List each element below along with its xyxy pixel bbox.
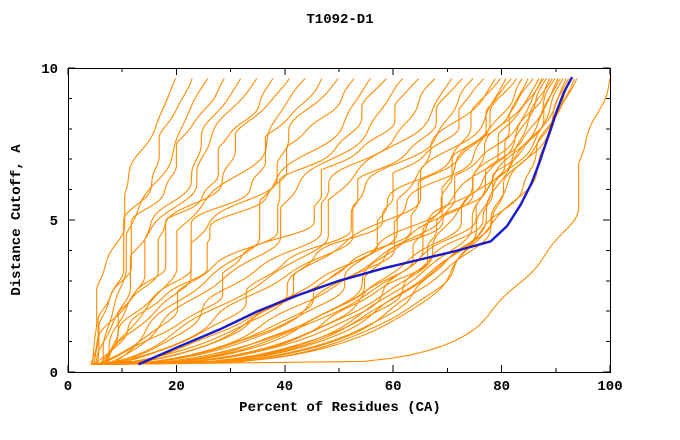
model-curve	[93, 78, 545, 365]
model-curve	[103, 78, 404, 365]
model-curve	[97, 78, 387, 365]
x-tick-label: 100	[597, 379, 622, 395]
model-curve	[99, 78, 518, 365]
model-curve	[98, 78, 453, 365]
highlighted-curve	[138, 76, 574, 366]
model-curve	[95, 78, 496, 365]
model-curve	[103, 78, 575, 365]
model-curve	[107, 78, 436, 365]
chart-title: T1092-D1	[306, 12, 374, 28]
model-curve	[107, 78, 534, 365]
x-tick-label: 20	[168, 379, 185, 395]
model-curve	[98, 78, 323, 365]
model-curve	[91, 78, 177, 365]
model-curve	[108, 78, 242, 365]
model-curve	[92, 78, 556, 365]
model-curve	[93, 78, 507, 365]
model-curve	[94, 78, 420, 365]
x-tick-label: 0	[64, 379, 72, 395]
model-curve	[93, 78, 225, 365]
model-curve	[109, 78, 512, 365]
y-tick-label: 10	[41, 62, 58, 78]
model-curve	[110, 78, 371, 365]
model-curve	[105, 78, 548, 365]
model-curve	[101, 78, 553, 365]
model-curve	[90, 78, 290, 365]
model-curve	[106, 78, 569, 365]
y-tick-label: 0	[50, 366, 58, 382]
model-curve	[98, 78, 551, 365]
x-axis-label: Percent of Residues (CA)	[239, 400, 441, 416]
model-curve	[94, 78, 567, 365]
model-curve	[111, 78, 611, 365]
y-axis-label: Distance Cutoff, A	[9, 144, 25, 296]
model-curve	[109, 78, 559, 365]
model-curve	[106, 78, 306, 365]
model-curve	[101, 78, 339, 365]
model-curve	[104, 78, 543, 365]
y-tick-label: 5	[50, 214, 58, 230]
model-curve	[105, 78, 463, 365]
model-curve	[97, 78, 193, 365]
x-tick-label: 40	[276, 379, 293, 395]
x-tick-label: 60	[385, 379, 402, 395]
model-curve	[91, 78, 474, 365]
x-tick-label: 80	[493, 379, 510, 395]
model-curve	[102, 78, 209, 365]
model-curve	[92, 78, 355, 365]
